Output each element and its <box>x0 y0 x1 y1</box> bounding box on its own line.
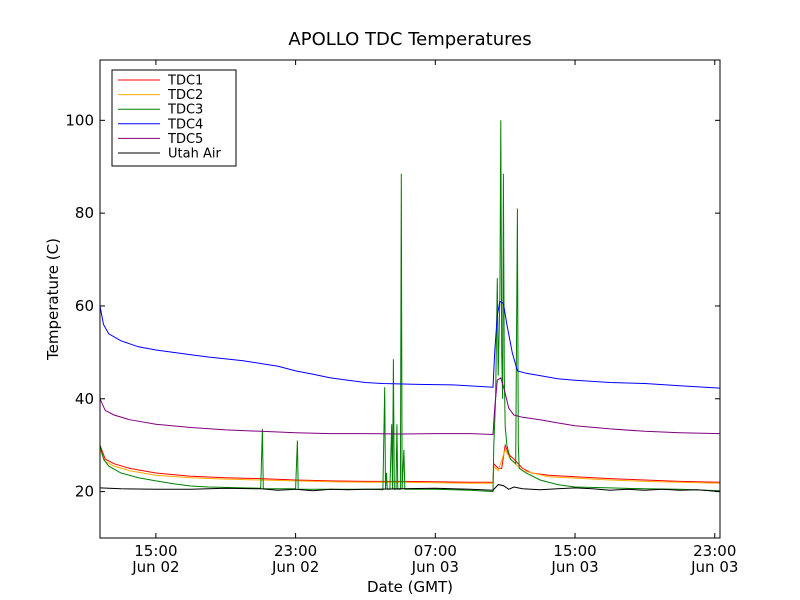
x-tick-time-label: 23:00 <box>693 542 736 560</box>
x-tick-date-label: Jun 03 <box>550 558 598 576</box>
legend-entry-label: TDC3 <box>167 103 203 118</box>
chart-title: APOLLO TDC Temperatures <box>288 29 531 50</box>
x-tick-time-label: 23:00 <box>274 542 317 560</box>
x-tick-date-label: Jun 03 <box>411 558 459 576</box>
y-tick-label: 40 <box>75 390 94 408</box>
legend-entry-label: TDC4 <box>167 117 203 132</box>
series-layer <box>100 120 720 493</box>
legend-entry-label: TDC5 <box>167 132 203 147</box>
x-tick-time-label: 15:00 <box>553 542 596 560</box>
legend-box <box>111 69 237 167</box>
y-axis: 20 40 60 80 100 <box>65 111 720 501</box>
legend-entry-label: TDC2 <box>167 88 203 103</box>
legend-entry-label: TDC1 <box>167 74 203 89</box>
y-axis-label: Temperature (C) <box>44 238 62 361</box>
x-tick-date-label: Jun 02 <box>271 558 319 576</box>
series-line-tdc1 <box>100 443 720 483</box>
y-tick-label: 80 <box>75 204 94 222</box>
plot-frame <box>99 59 721 539</box>
legend-entry-label: Utah Air <box>168 147 221 162</box>
y-tick-label: 100 <box>65 111 94 129</box>
x-tick-time-label: 07:00 <box>414 542 457 560</box>
x-tick-time-label: 15:00 <box>134 542 177 560</box>
x-axis-label: Date (GMT) <box>367 578 453 596</box>
x-tick-date-label: Jun 02 <box>131 558 179 576</box>
series-line-tdc4 <box>100 300 720 389</box>
series-line-tdc5 <box>100 377 720 436</box>
series-line-tdc2 <box>100 448 720 484</box>
x-tick-date-label: Jun 03 <box>690 558 738 576</box>
series-line-utah-air <box>100 484 720 493</box>
y-tick-label: 60 <box>75 297 94 315</box>
y-tick-label: 20 <box>75 483 94 501</box>
series-line-tdc3 <box>100 120 720 493</box>
